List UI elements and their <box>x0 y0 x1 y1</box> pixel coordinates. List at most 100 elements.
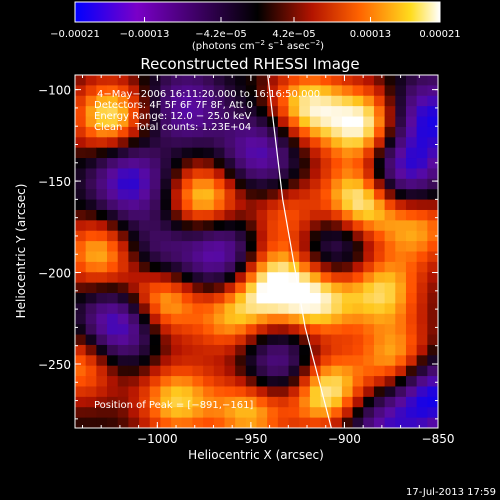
heatmap-cell <box>224 116 236 128</box>
heatmap-cell <box>341 209 354 221</box>
heatmap-cell <box>149 158 162 170</box>
heatmap-cell <box>224 220 236 232</box>
heatmap-cell <box>277 334 290 346</box>
heatmap-cell <box>181 293 194 305</box>
heatmap-cell <box>373 75 386 86</box>
heatmap-cell <box>299 386 311 398</box>
heatmap-cell <box>192 241 204 253</box>
heatmap-cell <box>192 168 204 180</box>
heatmap-cell <box>149 365 162 377</box>
heatmap-cell <box>256 209 268 221</box>
heatmap-cell <box>288 376 300 388</box>
heatmap-cell <box>341 147 354 159</box>
heatmap-cell <box>373 147 386 159</box>
heatmap-cell <box>117 126 129 138</box>
heatmap-cell <box>309 324 322 336</box>
heatmap-cell <box>341 261 354 273</box>
heatmap-cell <box>331 272 343 284</box>
heatmap-cell <box>75 344 87 356</box>
heatmap-cell <box>160 417 172 428</box>
heatmap-cell <box>427 261 438 273</box>
heatmap-cell <box>128 396 140 408</box>
heatmap-cell <box>267 85 279 97</box>
heatmap-cell <box>427 106 438 118</box>
heatmap-cell <box>405 230 418 242</box>
heatmap-cell <box>267 272 279 284</box>
heatmap-cell <box>245 344 258 356</box>
heatmap-cell <box>139 282 151 294</box>
heatmap-cell <box>107 189 119 201</box>
heatmap-cell <box>341 355 354 367</box>
heatmap-cell <box>405 272 418 284</box>
heatmap-cell <box>320 95 332 107</box>
heatmap-cell <box>405 199 418 211</box>
heatmap-cell <box>107 209 119 221</box>
heatmap-cell <box>192 147 204 159</box>
heatmap-cell <box>235 75 247 86</box>
heatmap-cell <box>427 251 438 263</box>
heatmap-cell <box>224 137 236 149</box>
heatmap-cell <box>245 334 258 346</box>
heatmap-cell <box>363 251 375 263</box>
heatmap-cell <box>416 396 428 408</box>
heatmap-cell <box>245 396 258 408</box>
heatmap-cell <box>363 355 375 367</box>
heatmap-cell <box>277 396 290 408</box>
heatmap-cell <box>224 261 236 273</box>
heatmap-cell <box>256 158 268 170</box>
heatmap-cell <box>171 407 183 419</box>
heatmap-cell <box>128 158 140 170</box>
heatmap-cell <box>363 75 375 86</box>
heatmap-cell <box>75 168 87 180</box>
heatmap-cell <box>203 261 215 273</box>
heatmap-cell <box>320 116 332 128</box>
y-axis-label: Heliocentric Y (arcsec) <box>14 184 28 319</box>
heatmap-cell <box>416 147 428 159</box>
heatmap-cell <box>171 293 183 305</box>
heatmap-cell <box>160 293 172 305</box>
heatmap-cell <box>96 137 108 149</box>
heatmap-cell <box>117 251 129 263</box>
heatmap-cell <box>117 313 129 325</box>
heatmap-cell <box>203 293 215 305</box>
heatmap-cell <box>352 158 364 170</box>
heatmap-cell <box>384 261 396 273</box>
heatmap-cell <box>341 303 354 315</box>
heatmap-cell <box>213 230 226 242</box>
heatmap-cell <box>309 241 322 253</box>
heatmap-cell <box>192 334 204 346</box>
heatmap-cell <box>85 158 97 170</box>
heatmap-cell <box>309 251 322 263</box>
heatmap-cell <box>96 334 108 346</box>
heatmap-cell <box>213 417 226 428</box>
heatmap-cell <box>235 344 247 356</box>
heatmap-cell <box>405 220 418 232</box>
heatmap-cell <box>149 376 162 388</box>
heatmap-cell <box>256 220 268 232</box>
heatmap-cell <box>427 303 438 315</box>
heatmap-cell <box>181 95 194 107</box>
heatmap-cell <box>171 396 183 408</box>
heatmap-cell <box>267 355 279 367</box>
heatmap-cell <box>384 75 396 86</box>
heatmap-cell <box>341 116 354 128</box>
heatmap-cell <box>395 365 407 377</box>
heatmap-cell <box>181 230 194 242</box>
heatmap-cell <box>256 313 268 325</box>
heatmap-cell <box>192 396 204 408</box>
heatmap-cell <box>277 147 290 159</box>
heatmap-cell <box>299 324 311 336</box>
heatmap-cell <box>320 209 332 221</box>
heatmap-cell <box>224 303 236 315</box>
heatmap-cell <box>85 386 97 398</box>
heatmap-cell <box>299 261 311 273</box>
heatmap-cell <box>405 303 418 315</box>
heatmap-cell <box>341 282 354 294</box>
heatmap-cell <box>107 85 119 97</box>
heatmap-cell <box>267 137 279 149</box>
heatmap-cell <box>181 178 194 190</box>
heatmap-cell <box>363 365 375 377</box>
heatmap-cell <box>256 417 268 428</box>
heatmap-cell <box>299 396 311 408</box>
heatmap-cell <box>235 334 247 346</box>
